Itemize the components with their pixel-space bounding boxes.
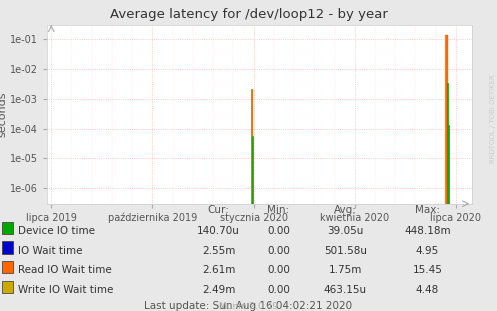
Text: IO Wait time: IO Wait time [18, 246, 83, 256]
Text: 2.49m: 2.49m [202, 285, 236, 295]
Text: 448.18m: 448.18m [404, 226, 451, 236]
Text: Avg:: Avg: [334, 205, 357, 215]
Text: Munin 2.0.49: Munin 2.0.49 [219, 301, 278, 310]
Y-axis label: seconds: seconds [0, 91, 7, 137]
Text: 463.15u: 463.15u [324, 285, 367, 295]
Text: Cur:: Cur: [208, 205, 230, 215]
Text: 4.48: 4.48 [416, 285, 439, 295]
Text: 2.55m: 2.55m [202, 246, 236, 256]
Text: 0.00: 0.00 [267, 265, 290, 275]
Text: Average latency for /dev/loop12 - by year: Average latency for /dev/loop12 - by yea… [109, 8, 388, 21]
Text: Read IO Wait time: Read IO Wait time [18, 265, 112, 275]
Text: 140.70u: 140.70u [197, 226, 240, 236]
Text: Last update: Sun Aug 16 04:02:21 2020: Last update: Sun Aug 16 04:02:21 2020 [145, 301, 352, 311]
Text: 4.95: 4.95 [416, 246, 439, 256]
Text: 15.45: 15.45 [413, 265, 442, 275]
Text: 39.05u: 39.05u [327, 226, 364, 236]
Text: 0.00: 0.00 [267, 285, 290, 295]
Text: Write IO Wait time: Write IO Wait time [18, 285, 114, 295]
Text: Min:: Min: [267, 205, 289, 215]
Text: 0.00: 0.00 [267, 246, 290, 256]
Text: Max:: Max: [415, 205, 440, 215]
Text: 1.75m: 1.75m [329, 265, 362, 275]
Text: 0.00: 0.00 [267, 226, 290, 236]
Text: 501.58u: 501.58u [324, 246, 367, 256]
Text: RRDTOOL / TOBI OETIKER: RRDTOOL / TOBI OETIKER [490, 74, 496, 163]
Text: Device IO time: Device IO time [18, 226, 95, 236]
Text: 2.61m: 2.61m [202, 265, 236, 275]
